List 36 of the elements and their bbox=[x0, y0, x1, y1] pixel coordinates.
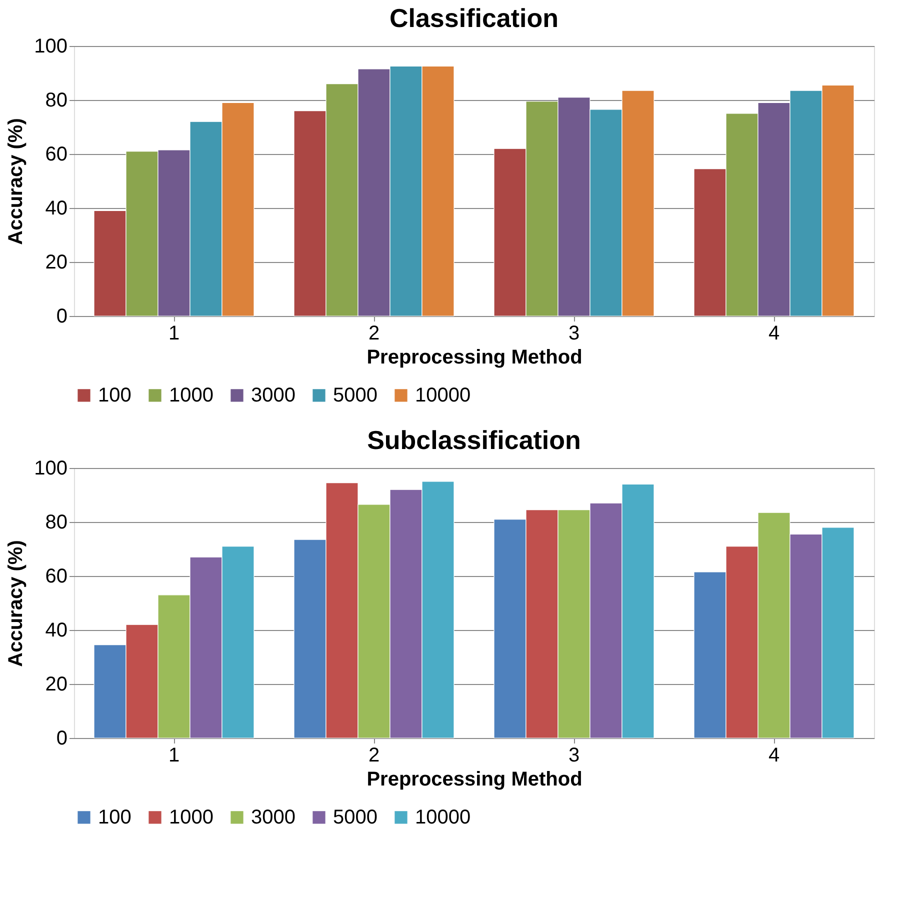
legend-label: 5000 bbox=[333, 806, 378, 828]
x-tick-label: 2 bbox=[368, 322, 380, 344]
x-tick-label: 4 bbox=[768, 322, 780, 344]
y-tick-label: 40 bbox=[45, 198, 68, 220]
chart-title: Subclassification bbox=[367, 425, 581, 455]
legend-label: 5000 bbox=[333, 384, 378, 406]
y-tick-label: 100 bbox=[34, 36, 68, 58]
x-tick-label: 2 bbox=[368, 744, 380, 766]
legend-label: 100 bbox=[98, 384, 132, 406]
x-tick-label: 1 bbox=[168, 322, 180, 344]
chart-title: Classification bbox=[389, 3, 559, 33]
y-tick-label: 60 bbox=[45, 566, 68, 588]
y-tick-label: 100 bbox=[34, 458, 68, 480]
y-tick-label: 0 bbox=[56, 728, 68, 750]
x-tick-label: 1 bbox=[168, 744, 180, 766]
y-tick-label: 80 bbox=[45, 90, 68, 112]
y-axis-title: Accuracy (%) bbox=[5, 118, 28, 245]
y-tick-label: 60 bbox=[45, 144, 68, 166]
legend-label: 100 bbox=[98, 806, 132, 828]
y-tick-label: 80 bbox=[45, 512, 68, 534]
y-tick-label: 0 bbox=[56, 306, 68, 328]
legend-label: 1000 bbox=[169, 384, 214, 406]
legend-label: 1000 bbox=[169, 806, 214, 828]
x-axis-title: Preprocessing Method bbox=[366, 768, 582, 790]
y-axis-title: Accuracy (%) bbox=[5, 540, 28, 667]
y-tick-label: 40 bbox=[45, 620, 68, 642]
x-axis-title: Preprocessing Method bbox=[366, 346, 582, 368]
y-tick-label: 20 bbox=[45, 252, 68, 274]
x-tick-label: 4 bbox=[768, 744, 780, 766]
x-tick-label: 3 bbox=[568, 744, 580, 766]
legend-label: 3000 bbox=[251, 806, 296, 828]
legend-label: 10000 bbox=[415, 806, 471, 828]
x-tick-label: 3 bbox=[568, 322, 580, 344]
y-tick-label: 20 bbox=[45, 674, 68, 696]
legend-label: 10000 bbox=[415, 384, 471, 406]
legend-label: 3000 bbox=[251, 384, 296, 406]
